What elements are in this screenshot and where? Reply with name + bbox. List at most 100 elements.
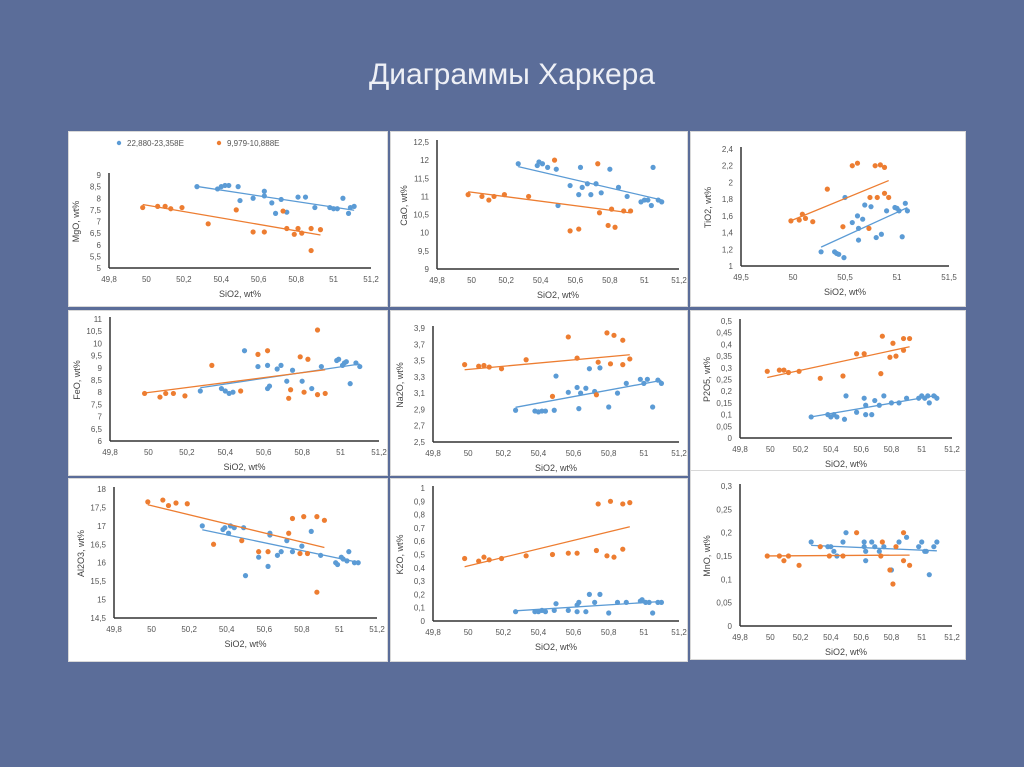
- x-tick-label: 50,8: [294, 448, 310, 457]
- data-point: [899, 234, 905, 240]
- y-tick-label: 8: [97, 194, 102, 203]
- y-axis-label: TiO2, wt%: [703, 187, 713, 228]
- data-point: [278, 549, 284, 555]
- x-axis-label: SiO2, wt%: [825, 459, 867, 469]
- data-point: [873, 234, 879, 241]
- data-point: [491, 193, 497, 200]
- data-point: [863, 548, 869, 554]
- data-point: [828, 544, 834, 550]
- data-point: [238, 388, 244, 394]
- data-point: [902, 200, 908, 206]
- data-point: [297, 550, 303, 557]
- data-point: [574, 550, 580, 556]
- y-tick-label: 5,5: [90, 252, 102, 261]
- data-point: [620, 546, 626, 552]
- data-point: [607, 498, 614, 504]
- data-point: [542, 609, 549, 615]
- y-tick-label: 7: [98, 413, 103, 422]
- data-point: [843, 393, 849, 399]
- data-point: [314, 392, 321, 398]
- x-tick-label: 49,8: [425, 449, 441, 458]
- data-point: [896, 539, 902, 545]
- data-point: [788, 218, 794, 224]
- y-axis-label: MgO, wt%: [71, 201, 81, 243]
- y-tick-label: 10: [93, 339, 102, 348]
- x-axis-label: SiO2, wt%: [535, 642, 577, 652]
- data-point: [291, 231, 297, 237]
- data-point: [512, 407, 519, 413]
- data-point: [900, 335, 907, 342]
- data-point: [334, 206, 340, 212]
- trendline: [464, 354, 630, 371]
- data-point: [481, 362, 487, 369]
- data-point: [567, 228, 573, 234]
- data-point: [855, 237, 862, 243]
- y-tick-label: 3,1: [414, 389, 426, 398]
- data-point: [840, 224, 846, 230]
- x-tick-label: 51: [336, 448, 345, 457]
- data-point: [239, 538, 245, 544]
- data-point: [884, 208, 890, 214]
- data-point: [299, 543, 305, 549]
- data-point: [214, 186, 221, 192]
- data-point: [900, 530, 907, 536]
- data-point: [576, 192, 582, 198]
- data-point: [623, 380, 629, 386]
- chart-panel: 49,8 50 50,2 50,4 50,6 50,8 51 51,2 5 5,5 6 6,5 7 7,5…: [68, 131, 388, 307]
- y-tick-label: 10: [420, 229, 429, 238]
- y-axis-label: CaO, wt%: [399, 185, 409, 226]
- y-tick-label: 2,2: [722, 162, 734, 171]
- data-point: [796, 368, 802, 374]
- chart-panel: 49,8 50 50,2 50,4 50,6 50,8 51 51,2 0 0,05 0,1 0,15…: [690, 310, 966, 476]
- x-tick-label: 50,8: [884, 445, 900, 454]
- x-tick-label: 50,4: [823, 445, 839, 454]
- data-point: [344, 558, 350, 564]
- data-point: [881, 393, 887, 399]
- data-point: [593, 392, 600, 398]
- scatter-chart: 49,8 50 50,2 50,4 50,6 50,8 51 51,2 0 0,1 0,2 0,3 0,…: [395, 484, 687, 652]
- data-point: [879, 333, 885, 339]
- data-point: [163, 390, 169, 397]
- data-point: [808, 539, 814, 545]
- y-tick-label: 2,9: [414, 405, 426, 414]
- y-axis-label: Al2O3, wt%: [76, 530, 86, 577]
- data-point: [869, 539, 875, 545]
- x-tick-label: 51,5: [941, 273, 957, 282]
- y-tick-label: 0,1: [721, 575, 733, 584]
- data-point: [576, 599, 582, 605]
- y-tick-label: 6: [98, 437, 103, 446]
- x-tick-label: 50,4: [531, 628, 547, 637]
- data-point: [346, 549, 352, 555]
- data-point: [919, 539, 925, 545]
- data-point: [878, 231, 884, 237]
- x-tick-label: 51: [335, 625, 344, 634]
- y-tick-label: 0,2: [721, 387, 733, 396]
- x-tick-label: 50,6: [566, 449, 582, 458]
- y-tick-label: 0,2: [721, 529, 733, 538]
- y-tick-label: 0,2: [414, 590, 426, 599]
- chart-panel: 49,8 50 50,2 50,4 50,6 50,8 51 51,2 2,5 2,7 2,9 3,1…: [390, 310, 688, 476]
- y-tick-label: 0,8: [414, 511, 426, 520]
- data-point: [799, 211, 805, 217]
- y-tick-label: 0: [728, 622, 733, 631]
- data-point: [903, 534, 910, 540]
- y-tick-label: 0,3: [721, 482, 733, 491]
- x-axis-label: SiO2, wt%: [535, 463, 577, 473]
- data-point: [284, 225, 290, 232]
- data-point: [498, 555, 505, 562]
- data-point: [785, 369, 792, 376]
- data-point: [184, 501, 190, 507]
- x-tick-label: 50,4: [213, 275, 229, 284]
- y-tick-label: 17: [97, 522, 106, 531]
- data-point: [893, 353, 899, 359]
- data-point: [173, 500, 179, 506]
- data-point: [598, 190, 604, 196]
- data-point: [476, 558, 482, 564]
- y-tick-label: 7,5: [90, 206, 102, 215]
- data-point: [593, 181, 599, 187]
- y-tick-label: 18: [97, 485, 106, 494]
- trendline: [790, 179, 889, 222]
- scatter-chart: 49,8 50 50,2 50,4 50,6 50,8 51 51,2 2,5 2,7 2,9 3,1…: [395, 324, 687, 473]
- y-tick-label: 0,1: [721, 411, 733, 420]
- data-point: [576, 226, 582, 232]
